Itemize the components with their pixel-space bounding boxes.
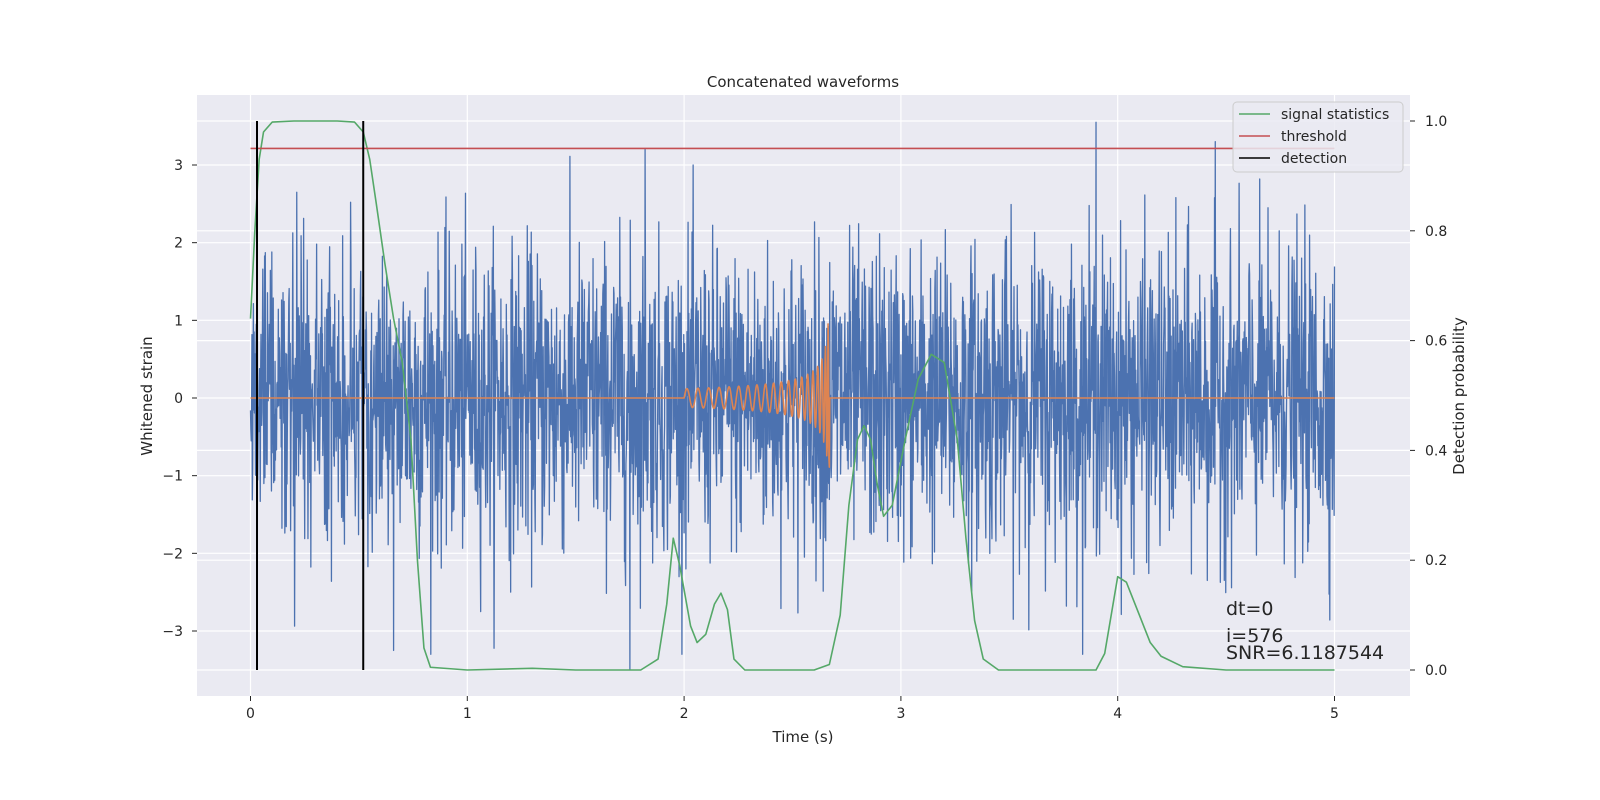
y-axis-left-label: Whitened strain: [138, 336, 156, 455]
y-right-tick-label: 0.0: [1425, 663, 1447, 679]
y-left-tick-label: −2: [162, 546, 183, 562]
detection-series: [256, 121, 365, 670]
y-left-tick-label: 2: [174, 236, 183, 252]
y-right-tick-label: 1.0: [1425, 114, 1447, 130]
x-tick-label: 5: [1330, 706, 1339, 722]
chirp-line: [250, 323, 1335, 468]
legend: signal statistics threshold detection: [1232, 101, 1404, 173]
y-left-tick-label: −3: [162, 624, 183, 640]
x-tick-label: 0: [246, 706, 255, 722]
x-tick-label: 3: [896, 706, 905, 722]
axis-ticks: 0 1 2 3 4 5 −3 −2 −1 0 1 2 3 0.0 0.2 0.4 0.6 0.8 1.0: [162, 114, 1447, 722]
x-tick-label: 1: [463, 706, 472, 722]
y-axis-right-label: Detection probability: [1450, 317, 1468, 475]
annotation-index: i=576: [1226, 625, 1283, 647]
y-left-tick-label: 3: [174, 158, 183, 174]
y-left-tick-label: 0: [174, 391, 183, 407]
signal-statistics-series: [249, 120, 1335, 671]
whitened-strain-line: [249, 121, 1336, 671]
legend-label-signal-statistics: signal statistics: [1281, 107, 1389, 123]
x-tick-label: 4: [1113, 706, 1122, 722]
legend-box: [1232, 101, 1404, 173]
x-axis-label: Time (s): [772, 728, 834, 746]
annotation-snr: SNR=6.1187544: [1226, 642, 1384, 664]
y-right-tick-label: 0.6: [1425, 334, 1447, 350]
y-left-tick-label: −1: [162, 469, 183, 485]
y-right-tick-label: 0.4: [1425, 443, 1447, 459]
y-right-tick-label: 0.8: [1425, 224, 1447, 240]
chart-title: Concatenated waveforms: [707, 73, 899, 91]
legend-label-threshold: threshold: [1281, 129, 1347, 145]
annotation-dt: dt=0: [1226, 598, 1274, 620]
whitened-strain-series: [249, 121, 1336, 671]
chirp-series: [250, 323, 1335, 468]
y-right-tick-label: 0.2: [1425, 553, 1447, 569]
signal-statistics-line: [249, 120, 1335, 671]
y-left-tick-label: 1: [174, 313, 183, 329]
x-tick-label: 2: [680, 706, 689, 722]
legend-label-detection: detection: [1281, 151, 1347, 167]
